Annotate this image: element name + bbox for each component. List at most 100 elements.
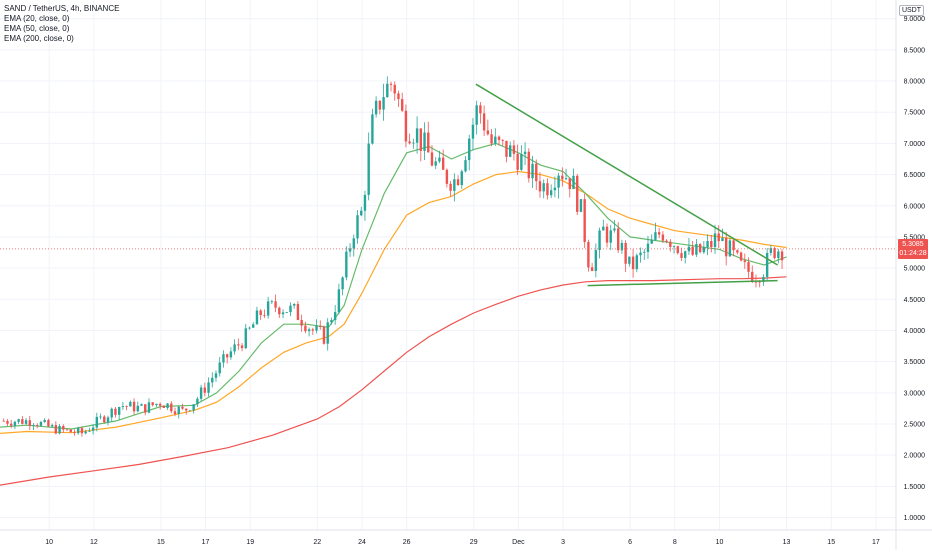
candle-body (441, 157, 445, 170)
candle-body (732, 240, 735, 251)
candle-body (129, 401, 132, 407)
candle-body (736, 250, 739, 253)
candle-body (73, 432, 76, 434)
candle-body (244, 328, 247, 349)
y-tick-label: 8.0000 (904, 79, 926, 86)
candle-body (453, 179, 456, 191)
candle-body (337, 289, 341, 313)
candle-body (252, 324, 255, 328)
candle-body (654, 232, 657, 240)
candle-body (676, 246, 679, 254)
candle-body (162, 405, 166, 408)
candle-body (494, 136, 497, 144)
candle-body (188, 410, 192, 412)
candle-body (665, 240, 668, 242)
y-tick-label: 5.0000 (904, 266, 926, 273)
candle-body (508, 145, 512, 157)
candle-body (672, 246, 676, 248)
x-tick-label: 10 (716, 539, 724, 546)
candle-body (482, 113, 486, 131)
x-tick-label: 6 (628, 539, 632, 546)
y-tick-label: 3.0000 (904, 390, 926, 397)
candle-body (233, 344, 236, 352)
candle-body (65, 429, 69, 431)
x-tick-label: 17 (202, 539, 210, 546)
candle-body (240, 345, 244, 349)
candles (2, 76, 784, 437)
candle-body (613, 228, 616, 231)
candle-body (211, 377, 214, 383)
x-tick-label: 12 (90, 539, 98, 546)
candle-body (765, 252, 769, 277)
candle-body (248, 327, 251, 329)
candle-body (106, 417, 110, 423)
candle-body (497, 136, 501, 140)
candle-body (39, 421, 43, 426)
candle-body (531, 163, 534, 179)
candle-body (371, 114, 374, 144)
y-tick-label: 3.5000 (904, 359, 926, 366)
candle-body (177, 406, 180, 415)
candle-body (360, 210, 363, 216)
candle-body (438, 157, 441, 162)
candle-body (479, 105, 482, 114)
candle-body (471, 124, 475, 139)
candle-body (266, 301, 270, 316)
candle-body (307, 329, 311, 332)
candle-body (609, 230, 612, 243)
candle-body (144, 404, 147, 413)
currency-button[interactable]: USDT (898, 5, 924, 16)
candle-body (125, 406, 128, 407)
candle-body (427, 132, 430, 153)
candle-body (6, 420, 9, 424)
candle-body (404, 110, 408, 142)
candle-body (289, 305, 292, 313)
candle-body (739, 252, 743, 261)
trendlines[interactable] (475, 83, 778, 287)
candle-body (274, 301, 277, 308)
ema20-path (0, 142, 787, 430)
ema200-legend[interactable]: EMA (200, close, 0) (4, 34, 74, 43)
symbol-title[interactable]: SAND / TetherUS, 4h, BINANCE (4, 4, 120, 13)
candle-body (661, 234, 665, 241)
candle-body (140, 404, 143, 406)
candle-body (110, 408, 113, 418)
ema20-legend[interactable]: EMA (20, close, 0) (4, 14, 70, 23)
candle-body (28, 420, 31, 426)
candle-body (311, 329, 315, 331)
candle-body (229, 351, 233, 358)
candle-body (646, 243, 650, 252)
candle-body (330, 320, 333, 323)
candle-body (181, 406, 184, 409)
candle-body (505, 140, 508, 157)
x-tick-label: 13 (783, 539, 791, 546)
candle-body (389, 83, 393, 85)
trendline[interactable] (587, 279, 778, 287)
candle-body (576, 175, 579, 212)
candle-body (687, 246, 691, 252)
candle-body (214, 373, 218, 378)
candle-body (549, 190, 553, 196)
candle-body (710, 241, 713, 248)
ema50-legend[interactable]: EMA (50, close, 0) (4, 24, 70, 33)
ema50-path (0, 170, 787, 434)
trendline[interactable] (475, 83, 778, 266)
candle-body (218, 362, 221, 374)
candle-body (762, 276, 765, 282)
candle-body (751, 271, 754, 282)
y-tick-label: 1.0000 (904, 515, 926, 522)
candle-body (602, 226, 605, 231)
candle-body (91, 427, 95, 431)
grid (0, 0, 896, 530)
x-tick-label: 26 (403, 539, 411, 546)
candle-body (382, 97, 385, 110)
candle-body (69, 429, 72, 433)
candle-body (225, 354, 229, 358)
candle-body (95, 416, 99, 428)
candle-body (348, 248, 352, 252)
candle-body (706, 241, 709, 248)
candle-body (50, 425, 54, 427)
x-tick-label: Dec (512, 539, 525, 546)
